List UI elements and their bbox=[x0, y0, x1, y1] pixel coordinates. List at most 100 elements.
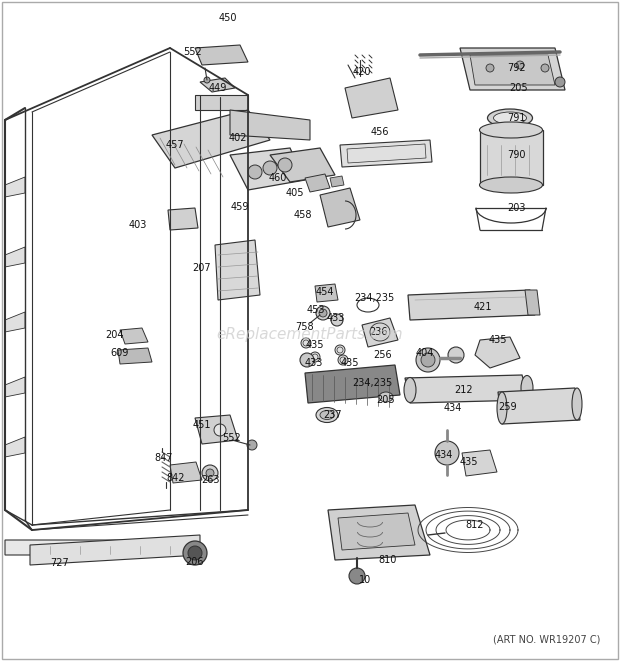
Text: 402: 402 bbox=[229, 133, 247, 143]
Text: 10: 10 bbox=[359, 575, 371, 585]
Circle shape bbox=[331, 314, 343, 326]
Text: 434: 434 bbox=[444, 403, 462, 413]
Text: 454: 454 bbox=[316, 287, 334, 297]
Circle shape bbox=[349, 568, 365, 584]
Circle shape bbox=[486, 64, 494, 72]
Text: 237: 237 bbox=[324, 410, 342, 420]
Text: 453: 453 bbox=[307, 305, 326, 315]
Text: 456: 456 bbox=[371, 127, 389, 137]
Text: 421: 421 bbox=[474, 302, 492, 312]
Text: 256: 256 bbox=[374, 350, 392, 360]
Text: 434: 434 bbox=[435, 450, 453, 460]
Circle shape bbox=[214, 424, 226, 436]
Polygon shape bbox=[408, 290, 535, 320]
Ellipse shape bbox=[479, 177, 542, 193]
Polygon shape bbox=[5, 540, 200, 555]
Circle shape bbox=[204, 77, 210, 83]
Polygon shape bbox=[525, 290, 540, 315]
Polygon shape bbox=[152, 110, 270, 168]
Text: 435: 435 bbox=[341, 358, 359, 368]
Polygon shape bbox=[460, 48, 565, 90]
Text: 552: 552 bbox=[184, 47, 202, 57]
Text: 609: 609 bbox=[111, 348, 129, 358]
Polygon shape bbox=[480, 130, 543, 185]
Circle shape bbox=[448, 347, 464, 363]
Text: 435: 435 bbox=[489, 335, 507, 345]
Text: 259: 259 bbox=[498, 402, 517, 412]
Circle shape bbox=[247, 440, 257, 450]
Text: 451: 451 bbox=[193, 420, 211, 430]
Text: 234,235: 234,235 bbox=[354, 293, 394, 303]
Polygon shape bbox=[475, 337, 520, 368]
Text: 234,235: 234,235 bbox=[352, 378, 392, 388]
Text: 790: 790 bbox=[507, 150, 525, 160]
Polygon shape bbox=[5, 377, 25, 397]
Text: 450: 450 bbox=[219, 13, 237, 23]
Ellipse shape bbox=[497, 392, 507, 424]
Text: 263: 263 bbox=[202, 475, 220, 485]
Polygon shape bbox=[5, 247, 25, 267]
Text: 205: 205 bbox=[377, 395, 396, 405]
Text: eReplacementParts.com: eReplacementParts.com bbox=[216, 327, 404, 342]
Text: 206: 206 bbox=[186, 557, 204, 567]
Polygon shape bbox=[5, 312, 25, 332]
Ellipse shape bbox=[316, 407, 338, 422]
Text: 403: 403 bbox=[129, 220, 147, 230]
Ellipse shape bbox=[479, 122, 542, 138]
Text: 460: 460 bbox=[269, 173, 287, 183]
Polygon shape bbox=[470, 55, 555, 85]
Text: 405: 405 bbox=[286, 188, 304, 198]
Circle shape bbox=[319, 309, 327, 317]
Polygon shape bbox=[195, 415, 238, 444]
Text: 459: 459 bbox=[231, 202, 249, 212]
Text: 792: 792 bbox=[507, 63, 525, 73]
Polygon shape bbox=[320, 188, 360, 227]
Text: 552: 552 bbox=[223, 433, 241, 443]
Polygon shape bbox=[345, 78, 398, 118]
Text: 404: 404 bbox=[416, 348, 434, 358]
Ellipse shape bbox=[404, 377, 416, 403]
Polygon shape bbox=[230, 110, 310, 140]
Ellipse shape bbox=[487, 109, 533, 127]
Polygon shape bbox=[215, 240, 260, 300]
Circle shape bbox=[188, 546, 202, 560]
Polygon shape bbox=[330, 176, 344, 187]
Text: 204: 204 bbox=[106, 330, 124, 340]
Circle shape bbox=[263, 161, 277, 175]
Circle shape bbox=[516, 61, 524, 69]
Ellipse shape bbox=[379, 392, 393, 402]
Text: 791: 791 bbox=[507, 113, 525, 123]
Text: 433: 433 bbox=[305, 358, 323, 368]
Ellipse shape bbox=[572, 388, 582, 420]
Polygon shape bbox=[328, 505, 430, 560]
Polygon shape bbox=[200, 78, 235, 92]
Circle shape bbox=[416, 348, 440, 372]
Polygon shape bbox=[5, 177, 25, 197]
Circle shape bbox=[435, 441, 459, 465]
Polygon shape bbox=[405, 375, 530, 403]
Text: 203: 203 bbox=[507, 203, 525, 213]
Polygon shape bbox=[195, 45, 248, 65]
Text: 457: 457 bbox=[166, 140, 184, 150]
Circle shape bbox=[300, 353, 314, 367]
Polygon shape bbox=[338, 513, 415, 550]
Text: 727: 727 bbox=[51, 558, 69, 568]
Polygon shape bbox=[498, 388, 580, 424]
Text: 435: 435 bbox=[460, 457, 478, 467]
Ellipse shape bbox=[521, 375, 533, 401]
Polygon shape bbox=[170, 462, 202, 483]
Circle shape bbox=[310, 352, 320, 362]
Polygon shape bbox=[118, 348, 152, 364]
Polygon shape bbox=[30, 535, 200, 565]
Text: 847: 847 bbox=[155, 453, 173, 463]
Text: 207: 207 bbox=[193, 263, 211, 273]
Text: 433: 433 bbox=[327, 313, 345, 323]
Circle shape bbox=[421, 353, 435, 367]
Text: 435: 435 bbox=[306, 340, 324, 350]
Text: (ART NO. WR19207 C): (ART NO. WR19207 C) bbox=[493, 635, 600, 645]
Circle shape bbox=[338, 355, 348, 365]
Circle shape bbox=[202, 465, 218, 481]
Polygon shape bbox=[362, 318, 398, 347]
Text: 842: 842 bbox=[167, 473, 185, 483]
Circle shape bbox=[206, 469, 214, 477]
